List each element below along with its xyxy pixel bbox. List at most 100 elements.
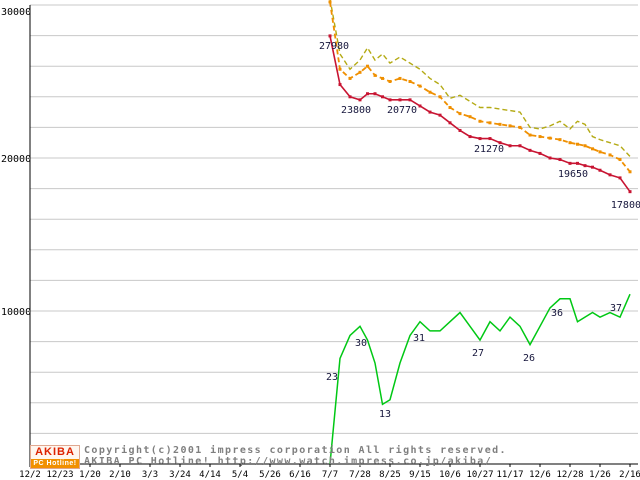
marker-lowest-price	[576, 161, 579, 165]
marker-average-price	[338, 67, 342, 71]
marker-lowest-price	[338, 83, 342, 87]
marker-lowest-price	[358, 98, 362, 102]
marker-average-price	[398, 76, 402, 80]
data-label: 30	[355, 338, 367, 349]
marker-average-price	[558, 138, 562, 142]
marker-average-price	[528, 133, 532, 137]
y-tick-label: 20000	[1, 154, 31, 165]
marker-average-price	[518, 125, 522, 129]
marker-lowest-price	[628, 190, 632, 194]
x-tick-label: 5/26	[259, 470, 281, 480]
data-label: 13	[379, 409, 391, 420]
marker-lowest-price	[458, 128, 462, 132]
marker-average-price	[478, 119, 482, 123]
x-tick-label: 3/3	[142, 470, 158, 480]
x-tick-label: 7/7	[322, 470, 338, 480]
marker-average-price	[358, 70, 362, 74]
marker-lowest-price	[528, 148, 532, 152]
data-label: 17800	[611, 200, 640, 211]
marker-lowest-price	[591, 165, 594, 169]
data-label: 26	[523, 353, 535, 364]
marker-lowest-price	[618, 176, 622, 180]
akiba-logo-subtext: PC Hotline!	[31, 459, 79, 468]
marker-lowest-price	[508, 144, 512, 148]
x-tick-label: 3/24	[169, 470, 191, 480]
series-shop-count	[329, 293, 631, 465]
x-tick-label: 10/6	[439, 470, 461, 480]
marker-average-price	[373, 73, 377, 77]
marker-lowest-price	[548, 156, 552, 160]
marker-lowest-price	[448, 121, 452, 125]
marker-average-price	[381, 76, 384, 80]
marker-average-price	[548, 136, 552, 140]
marker-average-price	[488, 121, 492, 125]
data-label: 21270	[474, 144, 504, 155]
y-tick-label: 30000	[1, 7, 31, 18]
marker-lowest-price	[538, 151, 542, 155]
marker-lowest-price	[568, 161, 572, 165]
data-label: 31	[413, 333, 425, 344]
x-tick-label: 1/20	[79, 470, 101, 480]
copyright-text: Copyright(c)2001 impress corporation All…	[84, 445, 507, 456]
data-label: 23800	[341, 105, 371, 116]
marker-average-price	[538, 135, 542, 139]
footer-text-block: Copyright(c)2001 impress corporation All…	[84, 445, 507, 467]
marker-lowest-price	[408, 98, 412, 102]
marker-lowest-price	[328, 34, 332, 38]
y-tick-label: 10000	[1, 307, 31, 318]
x-tick-label: 7/28	[349, 470, 371, 480]
marker-average-price	[328, 0, 332, 4]
x-tick-label: 9/15	[409, 470, 431, 480]
x-tick-label: 5/4	[232, 470, 248, 480]
marker-lowest-price	[598, 168, 602, 172]
marker-lowest-price	[468, 135, 472, 139]
data-label: 27	[472, 348, 484, 359]
marker-lowest-price	[381, 95, 384, 99]
marker-lowest-price	[438, 113, 442, 117]
marker-average-price	[438, 95, 442, 99]
marker-average-price	[583, 144, 587, 148]
marker-average-price	[591, 147, 594, 151]
data-label: 36	[551, 308, 563, 319]
x-tick-label: 4/14	[199, 470, 221, 480]
marker-average-price	[388, 80, 392, 83]
data-label: 23	[326, 372, 338, 383]
site-url-text: AKIBA PC Hotline! http://www.watch.impre…	[84, 456, 493, 467]
x-tick-label: 11/17	[496, 470, 523, 480]
marker-average-price	[348, 76, 352, 80]
marker-lowest-price	[366, 92, 369, 96]
marker-average-price	[448, 106, 452, 110]
x-tick-label: 12/6	[529, 470, 551, 480]
data-label: 27980	[319, 41, 349, 52]
marker-average-price	[408, 80, 412, 83]
chart-footer: AKIBA PC Hotline! Copyright(c)2001 impre…	[30, 445, 507, 469]
marker-lowest-price	[518, 144, 522, 148]
marker-lowest-price	[558, 158, 562, 162]
marker-lowest-price	[418, 104, 422, 108]
marker-lowest-price	[398, 98, 402, 102]
marker-average-price	[498, 122, 502, 126]
x-tick-label: 10/27	[466, 470, 493, 480]
marker-lowest-price	[478, 137, 482, 141]
marker-average-price	[458, 112, 462, 116]
x-tick-label: 6/16	[289, 470, 311, 480]
marker-average-price	[418, 84, 422, 88]
marker-average-price	[508, 124, 512, 128]
data-label: 37	[610, 303, 622, 314]
marker-lowest-price	[373, 92, 377, 96]
x-tick-label: 12/23	[46, 470, 73, 480]
marker-lowest-price	[583, 164, 587, 168]
x-tick-label: 12/2	[19, 470, 41, 480]
x-tick-label: 1/26	[589, 470, 611, 480]
marker-average-price	[366, 64, 369, 68]
marker-average-price	[428, 90, 432, 94]
data-label: 19650	[558, 169, 588, 180]
marker-average-price	[568, 141, 572, 145]
marker-average-price	[608, 153, 612, 157]
marker-average-price	[468, 115, 472, 119]
marker-lowest-price	[388, 98, 392, 102]
akiba-logo-text: AKIBA	[35, 446, 75, 458]
x-tick-label: 12/28	[556, 470, 583, 480]
